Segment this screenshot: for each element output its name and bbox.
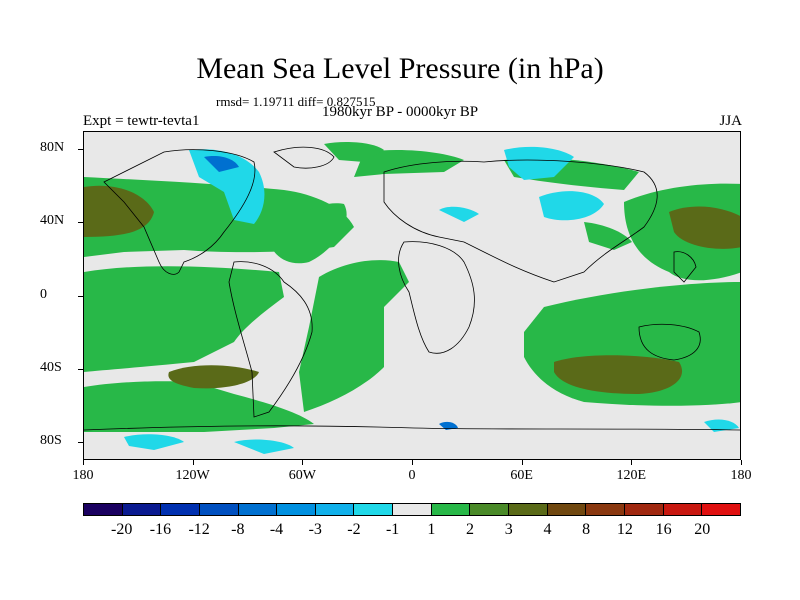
colorbar-label: -16 xyxy=(149,521,172,538)
colorbar-label: 2 xyxy=(466,521,475,538)
colorbar-swatch xyxy=(702,504,740,515)
lon-tick-label: 120W xyxy=(175,468,210,483)
lon-tick-mark xyxy=(631,460,633,465)
colorbar-swatch xyxy=(509,504,548,515)
season-label: JJA xyxy=(719,113,742,129)
lat-tick-label: 80N xyxy=(40,140,65,156)
lon-tick-mark xyxy=(83,460,84,465)
anomaly-fill-level-4 xyxy=(84,185,740,394)
colorbar-label: -12 xyxy=(188,521,210,538)
colorbar-label: -8 xyxy=(231,521,245,538)
colorbar-label: -1 xyxy=(385,521,400,538)
map-panel xyxy=(83,131,741,460)
colorbar-label: 4 xyxy=(543,521,552,538)
colorbar-swatch xyxy=(624,504,664,515)
colorbar-swatch xyxy=(663,504,703,515)
anomaly-fill-level-neg1 xyxy=(124,146,739,454)
colorbar-label: 20 xyxy=(694,521,711,538)
lon-tick-label: 120E xyxy=(616,468,647,483)
experiment-label: Expt = tewtr-tevta1 xyxy=(83,113,200,129)
lon-tick-mark xyxy=(741,460,742,465)
lat-tick-mark xyxy=(78,222,83,224)
colorbar-label: 1 xyxy=(427,521,436,538)
lat-tick-mark xyxy=(78,441,83,443)
colorbar-label: 8 xyxy=(582,521,591,538)
coastlines xyxy=(84,146,740,431)
colorbar-label: -4 xyxy=(269,521,284,538)
lat-tick-label: 80S xyxy=(40,432,62,448)
anomaly-map xyxy=(84,142,740,454)
colorbar-label: 16 xyxy=(655,521,672,538)
colorbar-swatch xyxy=(161,504,200,515)
chart-subtitle: 1980kyr BP - 0000kyr BP xyxy=(321,104,479,120)
colorbar xyxy=(83,503,741,516)
lat-tick-mark xyxy=(78,368,83,370)
colorbar-label: -20 xyxy=(111,521,133,538)
lon-tick-label: 60E xyxy=(510,468,533,483)
colorbar-swatch xyxy=(315,504,355,515)
lon-tick-mark xyxy=(521,460,523,465)
lon-tick-label: 180 xyxy=(730,468,752,483)
colorbar-label: -3 xyxy=(308,521,322,538)
colorbar-swatch xyxy=(277,504,316,515)
lat-tick-label: 0 xyxy=(40,286,47,302)
lon-tick-label: 60W xyxy=(288,468,316,483)
colorbar-label: 3 xyxy=(504,521,513,538)
lon-tick-label: 0 xyxy=(408,468,416,483)
lon-tick-mark xyxy=(412,460,413,465)
colorbar-swatch xyxy=(470,504,510,515)
colorbar-swatch xyxy=(431,504,471,515)
colorbar-swatch xyxy=(354,504,394,515)
anomaly-fill-level-neg3 xyxy=(204,156,458,430)
colorbar-swatch xyxy=(199,504,239,515)
lon-tick-label: 180 xyxy=(72,468,94,483)
lat-tick-mark xyxy=(78,295,83,297)
colorbar-label: -2 xyxy=(347,521,361,538)
lon-tick-mark xyxy=(192,460,194,465)
colorbar-swatch xyxy=(393,504,432,515)
lat-tick-label: 40N xyxy=(40,213,65,229)
colorbar-swatch xyxy=(238,504,278,515)
colorbar-swatch xyxy=(586,504,625,515)
colorbar-swatch xyxy=(84,504,123,515)
colorbar-label: 12 xyxy=(616,521,633,538)
lat-tick-label: 40S xyxy=(40,359,62,375)
colorbar-swatch xyxy=(547,504,587,515)
lon-tick-mark xyxy=(302,460,304,465)
lat-tick-mark xyxy=(78,149,83,151)
rmsd-diff-stats: rmsd= 1.19711 diff= 0.827515 xyxy=(216,94,376,109)
chart-title: Mean Sea Level Pressure (in hPa) xyxy=(196,52,604,85)
colorbar-swatch xyxy=(122,504,162,515)
